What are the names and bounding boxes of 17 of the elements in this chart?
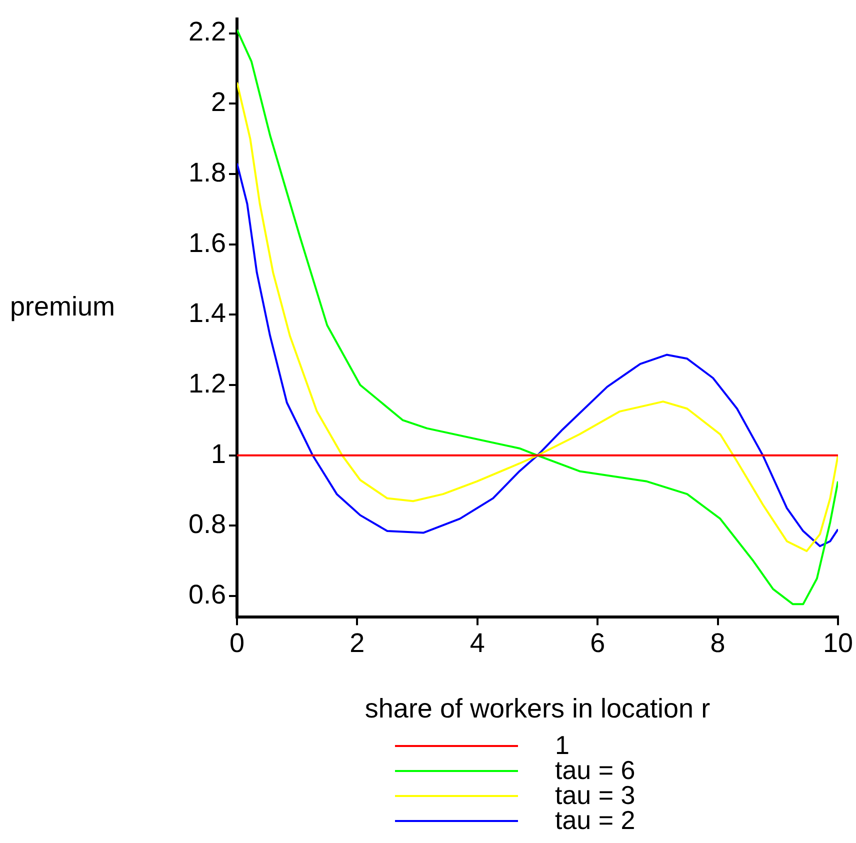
y-tick-label: 2 [210,87,226,118]
y-tick-label: 1.8 [188,157,226,188]
x-tick-label: 4 [470,628,485,658]
x-axis-title: share of workers in location r [364,693,710,724]
x-tick-label: 0 [229,628,245,658]
x-tick-label: 10 [822,628,854,658]
y-tick-label: 1.6 [188,228,226,258]
y-tick-label: 1.4 [188,298,226,328]
y-tick-label: 0.8 [188,509,226,540]
x-tick-label: 2 [350,628,365,658]
y-tick-label: 0.6 [188,580,226,610]
y-axis-title: premium [10,292,116,322]
x-tick-label: 6 [590,628,606,658]
y-tick-label: 1.2 [188,368,226,398]
y-tick-label: 1 [210,438,226,469]
x-tick-label: 8 [710,628,726,658]
y-tick-label: 2.2 [188,16,226,47]
